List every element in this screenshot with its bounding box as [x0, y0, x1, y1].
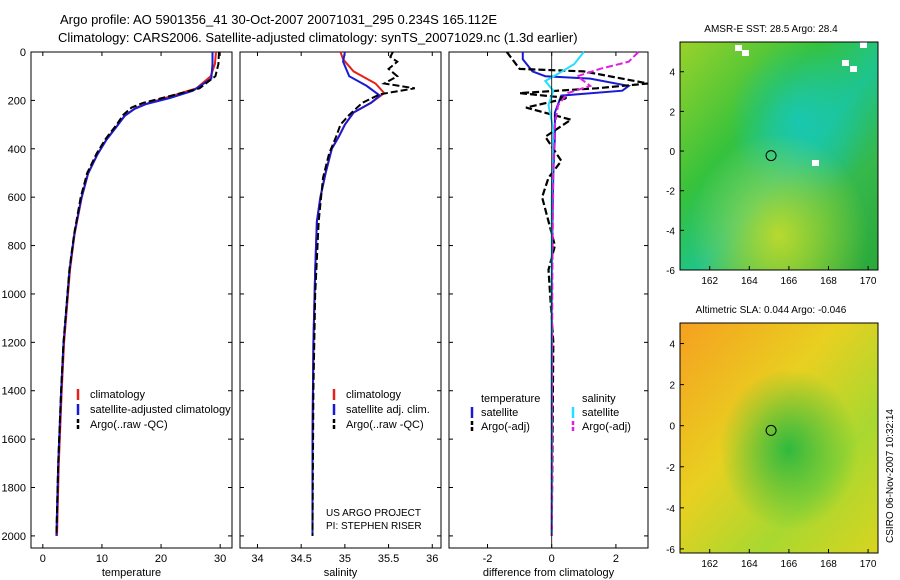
- map-frame: [679, 41, 879, 271]
- timestamp-stamp: CSIRO 06-Nov-2007 10:32:14: [885, 409, 896, 543]
- missing-data-cell: [842, 60, 849, 66]
- panel-frame-0: [30, 51, 233, 549]
- missing-data-cell: [860, 42, 867, 48]
- y-tick-label: -2: [666, 187, 675, 198]
- legend-item: satellite: [481, 407, 518, 419]
- map-title: Altimetric SLA: 0.044 Argo: -0.046: [696, 305, 847, 316]
- x-tick-label: 36: [426, 553, 438, 565]
- y-tick-label: 0: [669, 147, 675, 158]
- missing-data-cell: [812, 160, 819, 166]
- header-line2: Climatology: CARS2006. Satellite-adjuste…: [58, 30, 578, 45]
- y-tick-label: 2: [669, 107, 675, 118]
- y-tick-label: 2: [669, 381, 675, 392]
- legend-item: climatology: [90, 389, 146, 401]
- y-tick-label: -4: [666, 226, 675, 237]
- y-tick-label: 0: [669, 422, 675, 433]
- y-tick-label: -6: [666, 545, 675, 556]
- map-title: AMSR-E SST: 28.5 Argo: 28.4: [704, 24, 838, 35]
- x-tick-label: 166: [781, 276, 798, 287]
- x-tick-label: 30: [214, 553, 226, 565]
- y-tick-label: 1400: [2, 386, 26, 398]
- x-tick-label: 0: [40, 553, 46, 565]
- x-tick-label: 162: [701, 559, 718, 570]
- x-tick-label: 35.5: [378, 553, 399, 565]
- y-tick-label: 1000: [2, 289, 26, 301]
- map-field-overlay: [680, 323, 878, 553]
- legend-item: climatology: [346, 389, 402, 401]
- x-tick-label: 34: [251, 553, 263, 565]
- x-tick-label: 35: [339, 553, 351, 565]
- y-tick-label: 2000: [2, 531, 26, 543]
- missing-data-cell: [850, 66, 857, 72]
- y-tick-label: 200: [8, 95, 26, 107]
- x-tick-label: 170: [860, 276, 877, 287]
- y-tick-label: 1800: [2, 483, 26, 495]
- x-tick-label: 164: [741, 276, 758, 287]
- series-line: [550, 51, 640, 536]
- y-tick-label: 0: [20, 47, 26, 59]
- x-tick-label: -2: [483, 553, 493, 565]
- y-tick-label: 4: [669, 68, 675, 79]
- x-tick-label: 20: [155, 553, 167, 565]
- legend-item: Argo(-adj): [582, 421, 631, 433]
- y-tick-label: 400: [8, 144, 26, 156]
- argo-location-marker: [765, 150, 777, 162]
- missing-data-cell: [742, 50, 749, 56]
- y-tick-label: 1200: [2, 337, 26, 349]
- y-tick-label: 800: [8, 241, 26, 253]
- legend-item: Argo(..raw -QC): [90, 419, 168, 431]
- series-line: [311, 51, 415, 536]
- map-frame: [679, 322, 879, 554]
- x-tick-label: 0: [549, 553, 555, 565]
- x-tick-label: 162: [701, 276, 718, 287]
- legend-item: satellite-adjusted climatology: [90, 404, 231, 416]
- y-tick-label: 1600: [2, 434, 26, 446]
- credit-line1: US ARGO PROJECT: [326, 508, 421, 519]
- y-tick-label: -6: [666, 266, 675, 277]
- x-tick-label: 164: [741, 559, 758, 570]
- map-field-overlay: [680, 42, 878, 270]
- missing-data-cell: [735, 45, 742, 51]
- legend-item: satellite: [582, 407, 619, 419]
- legend-item: Argo(-adj): [481, 421, 530, 433]
- x-tick-label: 34.5: [290, 553, 311, 565]
- x-tick-label: 170: [860, 559, 877, 570]
- panel-frame-2: [448, 51, 649, 549]
- series-line: [55, 51, 220, 536]
- y-tick-label: -2: [666, 463, 675, 474]
- x-tick-label: 10: [96, 553, 108, 565]
- y-tick-label: -4: [666, 504, 675, 515]
- x-tick-label: 168: [820, 559, 837, 570]
- legend-item: temperature: [481, 393, 540, 405]
- x-axis-label: difference from climatology: [483, 567, 615, 579]
- x-axis-label: salinity: [324, 567, 358, 579]
- x-tick-label: 2: [613, 553, 619, 565]
- legend-item: salinity: [582, 393, 616, 405]
- credit-line2: PI: STEPHEN RISER: [326, 521, 422, 532]
- argo-location-marker: [765, 424, 777, 436]
- y-tick-label: 600: [8, 192, 26, 204]
- y-tick-label: 4: [669, 340, 675, 351]
- x-axis-label: temperature: [102, 567, 161, 579]
- legend-item: satellite adj. clim.: [346, 404, 430, 416]
- x-tick-label: 166: [781, 559, 798, 570]
- header-line1: Argo profile: AO 5901356_41 30-Oct-2007 …: [60, 12, 497, 27]
- x-tick-label: 168: [820, 276, 837, 287]
- legend-item: Argo(..raw -QC): [346, 419, 424, 431]
